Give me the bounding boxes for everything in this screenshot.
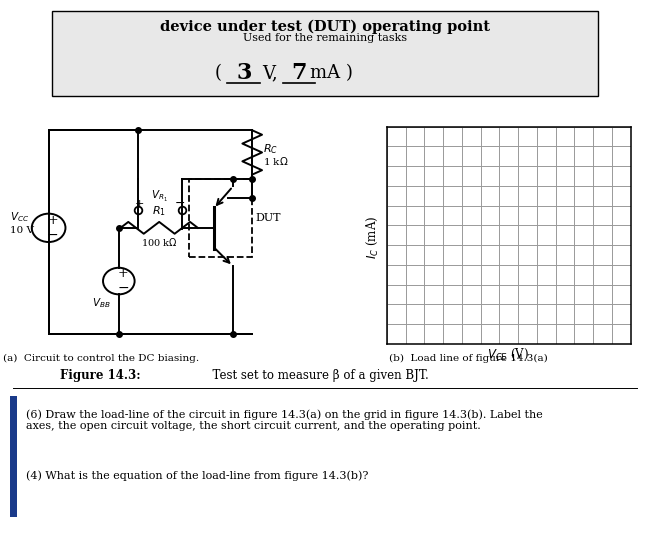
Text: $V_{CC}$: $V_{CC}$: [10, 211, 29, 224]
Text: +: +: [47, 214, 58, 227]
Text: −: −: [175, 197, 185, 210]
Bar: [189, 179, 252, 257]
Text: V,: V,: [262, 64, 278, 82]
Text: device under test (DUT) operating point: device under test (DUT) operating point: [160, 19, 490, 34]
Text: $R_C$: $R_C$: [263, 142, 278, 156]
Text: 10 V: 10 V: [10, 226, 34, 235]
Text: −: −: [117, 281, 129, 295]
Text: (b)  Load line of figure 14.3(a): (b) Load line of figure 14.3(a): [389, 354, 547, 363]
Text: (a)  Circuit to control the DC biasing.: (a) Circuit to control the DC biasing.: [3, 354, 199, 363]
Text: Test set to measure β of a given BJT.: Test set to measure β of a given BJT.: [205, 368, 428, 382]
Text: 1 k$\Omega$: 1 k$\Omega$: [263, 155, 289, 167]
Text: 100 k$\Omega$: 100 k$\Omega$: [141, 236, 177, 248]
Text: mA ): mA ): [310, 64, 353, 82]
Text: Figure 14.3:: Figure 14.3:: [60, 368, 141, 382]
Text: −: −: [47, 228, 58, 242]
Text: (4) What is the equation of the load-line from figure 14.3(b)?: (4) What is the equation of the load-lin…: [26, 470, 369, 481]
Text: $V_{R_1}$: $V_{R_1}$: [151, 189, 168, 205]
Text: $R_1$: $R_1$: [152, 205, 166, 218]
Text: 3: 3: [236, 62, 252, 84]
Text: $V_{CE}$ (V): $V_{CE}$ (V): [488, 347, 529, 362]
Text: 7: 7: [291, 62, 307, 84]
Text: Used for the remaining tasks: Used for the remaining tasks: [243, 33, 407, 43]
Text: +: +: [118, 267, 128, 280]
Text: $I_C$ (mA): $I_C$ (mA): [365, 216, 380, 259]
Text: $V_{BB}$: $V_{BB}$: [92, 296, 110, 310]
Text: (: (: [214, 64, 221, 82]
Text: +: +: [135, 199, 144, 208]
Text: (6) Draw the load-line of the circuit in figure 14.3(a) on the grid in figure 14: (6) Draw the load-line of the circuit in…: [26, 409, 543, 431]
Text: DUT: DUT: [255, 213, 281, 223]
